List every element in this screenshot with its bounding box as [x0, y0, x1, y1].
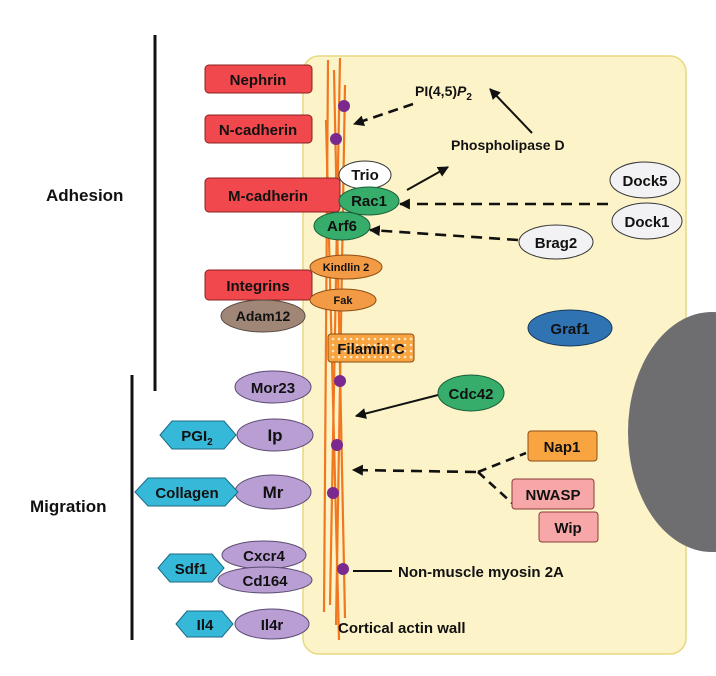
svg-text:Il4r: Il4r	[261, 617, 284, 634]
svg-text:Wip: Wip	[554, 520, 581, 537]
svg-text:Nephrin: Nephrin	[230, 72, 287, 89]
migration-label: Migration	[30, 497, 107, 516]
filamin-c-box: Filamin C	[327, 333, 415, 363]
cdc42-ellipse: Cdc42	[437, 374, 505, 412]
svg-text:Cd164: Cd164	[242, 573, 288, 590]
mor23-ellipse: Mor23	[234, 370, 312, 404]
svg-text:Mor23: Mor23	[251, 380, 295, 397]
svg-text:Mr: Mr	[263, 483, 284, 502]
myosin-label: Non-muscle myosin 2A	[398, 564, 564, 581]
svg-text:Arf6: Arf6	[327, 218, 357, 235]
svg-text:Filamin C: Filamin C	[337, 341, 405, 358]
svg-text:M-cadherin: M-cadherin	[228, 188, 308, 205]
arrow-nap-membrane	[351, 464, 477, 476]
cxcr4-ellipse: Cxcr4	[221, 540, 307, 570]
svg-text:NWASP: NWASP	[525, 487, 580, 504]
phospholipase-d-label: Phospholipase D	[451, 137, 565, 153]
svg-text:Trio: Trio	[351, 167, 379, 184]
arrow-brag2-arf6	[368, 225, 519, 242]
svg-text:Dock1: Dock1	[624, 214, 669, 231]
mr-ellipse: Mr	[234, 474, 312, 510]
svg-text:Graf1: Graf1	[550, 321, 589, 338]
svg-text:Il4: Il4	[197, 617, 214, 634]
svg-text:Nap1: Nap1	[544, 439, 581, 456]
cd164-ellipse: Cd164	[217, 566, 313, 594]
dock5-ellipse: Dock5	[609, 161, 681, 199]
wip-box: Wip	[538, 511, 599, 543]
sdf1-ligand: Sdf1	[157, 553, 225, 583]
adam12-ellipse: Adam12	[220, 299, 306, 333]
kindlin2-ellipse: Kindlin 2	[309, 254, 383, 280]
il4r-ellipse: Il4r	[234, 608, 310, 640]
actin-wall-label: Cortical actin wall	[338, 620, 466, 637]
svg-text:Collagen: Collagen	[155, 485, 218, 502]
nucleus	[628, 312, 716, 552]
integrins-box: Integrins	[204, 269, 313, 301]
dash-nwasp-branch	[477, 471, 513, 504]
myosin-dots	[327, 100, 350, 575]
n-cadherin-box: N-cadherin	[204, 114, 313, 144]
svg-text:Dock5: Dock5	[622, 173, 667, 190]
pgi2-ligand: PGI2	[159, 420, 237, 450]
arf6-ellipse: Arf6	[313, 211, 371, 241]
nap1-box: Nap1	[527, 430, 598, 462]
rac1-ellipse: Rac1	[338, 186, 400, 216]
svg-text:Integrins: Integrins	[226, 278, 289, 295]
nwasp-box: NWASP	[511, 478, 595, 510]
graf1-ellipse: Graf1	[527, 309, 613, 347]
svg-text:Brag2: Brag2	[535, 235, 578, 252]
arrow-cdc42-membrane	[354, 393, 443, 419]
fak-ellipse: Fak	[309, 288, 377, 312]
svg-text:Sdf1: Sdf1	[175, 561, 208, 578]
svg-text:Cdc42: Cdc42	[448, 386, 493, 403]
ip-ellipse: Ip	[236, 418, 314, 452]
dash-nap1-branch	[477, 451, 527, 474]
arrow-pld-pip2	[489, 88, 533, 134]
svg-text:PGI2: PGI2	[181, 428, 213, 448]
adhesion-label: Adhesion	[46, 186, 123, 205]
nephrin-box: Nephrin	[204, 64, 313, 94]
svg-text:Adam12: Adam12	[236, 308, 291, 324]
svg-text:Rac1: Rac1	[351, 193, 387, 210]
m-cadherin-box: M-cadherin	[204, 177, 341, 213]
svg-text:Kindlin 2: Kindlin 2	[323, 262, 369, 274]
pip2-label: PI(4,5)P2	[415, 83, 472, 103]
dock1-ellipse: Dock1	[611, 202, 683, 240]
trio-ellipse: Trio	[338, 160, 392, 190]
svg-text:Cxcr4: Cxcr4	[243, 548, 285, 565]
arrow-pip2-membrane	[352, 102, 414, 127]
svg-text:N-cadherin: N-cadherin	[219, 122, 297, 139]
svg-text:Fak: Fak	[334, 295, 354, 307]
collagen-ligand: Collagen	[134, 477, 239, 507]
svg-text:Ip: Ip	[267, 426, 282, 445]
il4-ligand: Il4	[175, 610, 234, 638]
arrow-rac1-pld	[406, 166, 449, 191]
brag2-ellipse: Brag2	[518, 224, 594, 260]
